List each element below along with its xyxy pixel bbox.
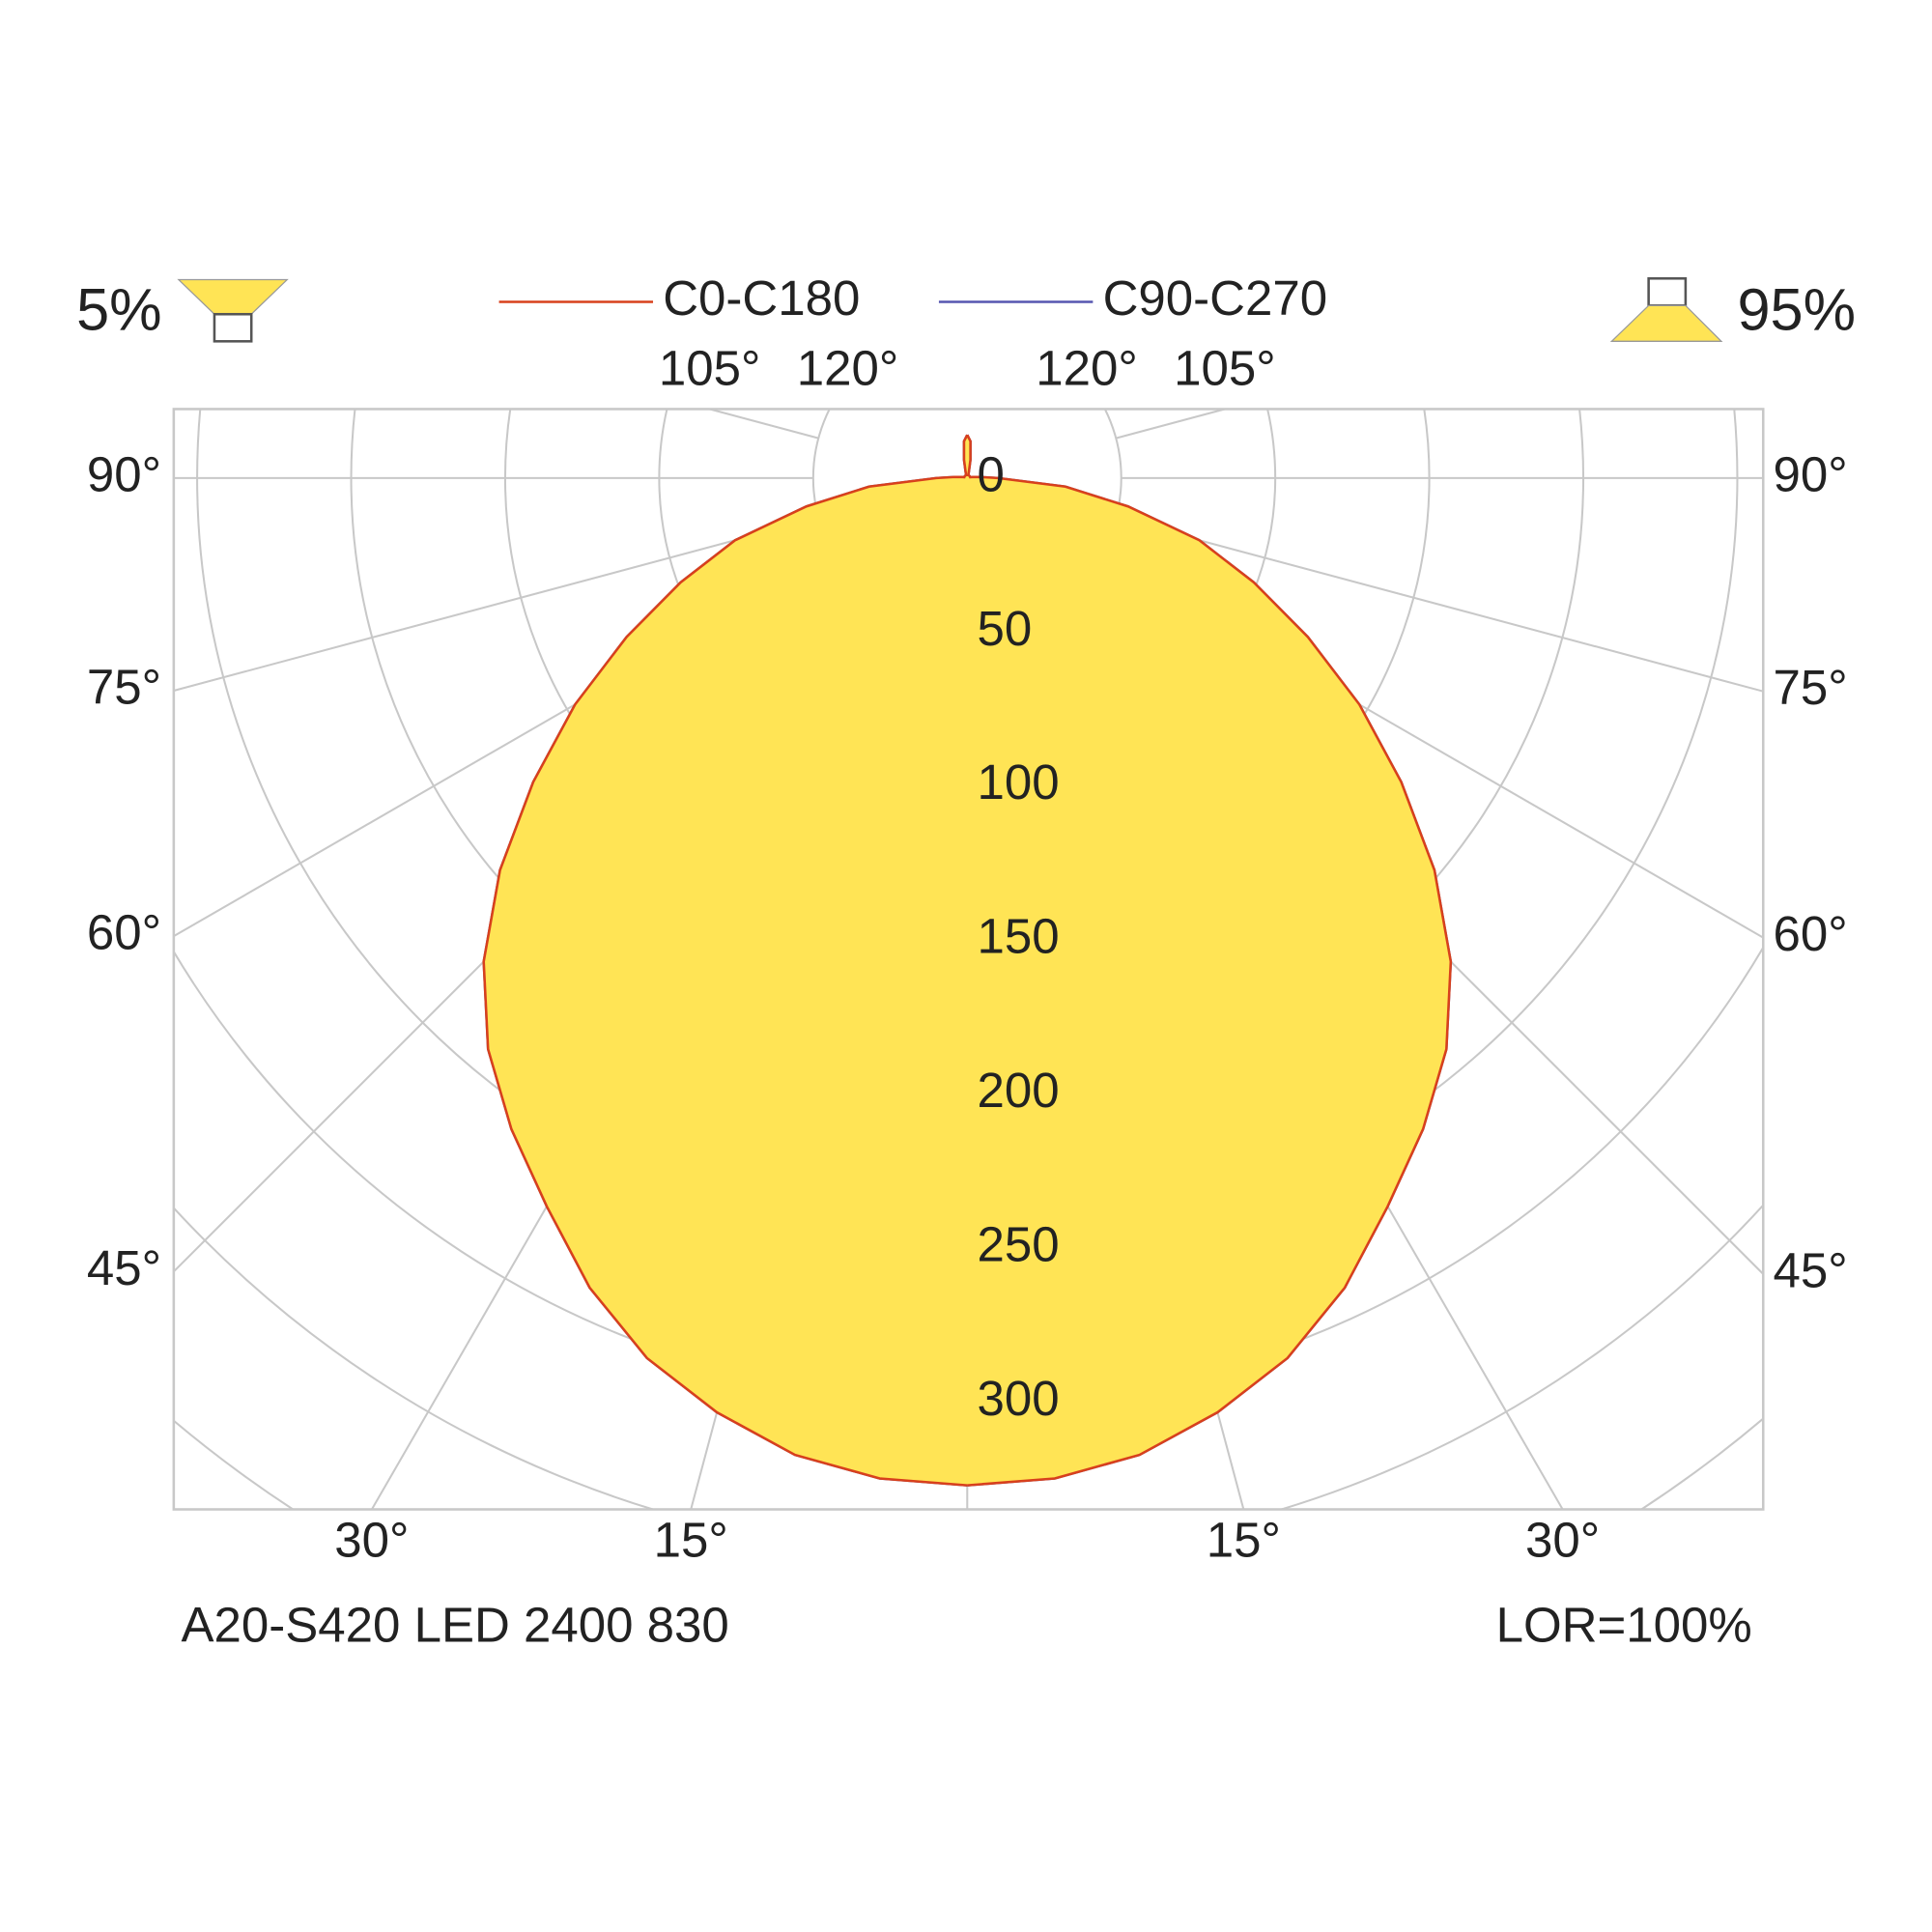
curves (482, 434, 1453, 1487)
downward-icon-box (1647, 276, 1688, 307)
r-tick-label: 250 (977, 1217, 1059, 1272)
angle-tick-label: 120° (797, 341, 899, 396)
angle-tick-label: 105° (1174, 341, 1276, 396)
intensity-curve (966, 434, 1453, 1487)
legend-label: C90-C270 (1103, 270, 1328, 326)
angle-tick-label: 30° (334, 1513, 409, 1568)
upward-icon-box (213, 312, 253, 343)
downward-flux: 95% (1737, 276, 1856, 342)
angle-tick-label: 45° (1773, 1242, 1847, 1297)
angle-tick-label: 120° (1036, 341, 1138, 396)
angle-tick-label: 75° (87, 659, 161, 714)
angle-tick-label: 30° (1525, 1513, 1600, 1568)
grid-line (1116, 517, 1764, 693)
grid-line (173, 517, 819, 692)
lor: LOR=100% (1496, 1598, 1752, 1653)
angle-tick-label: 45° (87, 1240, 161, 1295)
angle-tick-label: 90° (1773, 446, 1847, 501)
downward-icon (1609, 304, 1723, 342)
legend-label: C0-C180 (663, 270, 860, 326)
frame (172, 408, 1765, 1511)
luminaire-name: A20-S420 LED 2400 830 (182, 1598, 729, 1653)
labels: 0 50 100 150 200 250 300 15° 15° 30° 30° 45° 45° 60° 6… (87, 341, 1848, 1568)
r-tick-label: 200 (977, 1063, 1059, 1118)
r-tick-label: 300 (977, 1371, 1059, 1426)
angle-tick-label: 90° (87, 446, 161, 501)
r-tick-label: 0 (977, 446, 1004, 501)
curve-fill (483, 435, 1451, 1486)
upward-flux: 5% (76, 276, 161, 342)
grid-line (709, 409, 819, 440)
r-tick-label: 50 (977, 601, 1032, 656)
r-tick-label: 150 (977, 909, 1059, 964)
angle-tick-label: 15° (654, 1513, 728, 1568)
angle-tick-label: 75° (1773, 660, 1847, 715)
angle-tick-label: 60° (87, 905, 161, 960)
intensity-curve (482, 434, 969, 1487)
angle-tick-label: 60° (1773, 906, 1847, 961)
r-tick-label: 100 (977, 754, 1059, 810)
angle-tick-label: 105° (659, 341, 761, 396)
grid-line (1116, 409, 1226, 440)
angle-tick-label: 15° (1207, 1513, 1281, 1568)
